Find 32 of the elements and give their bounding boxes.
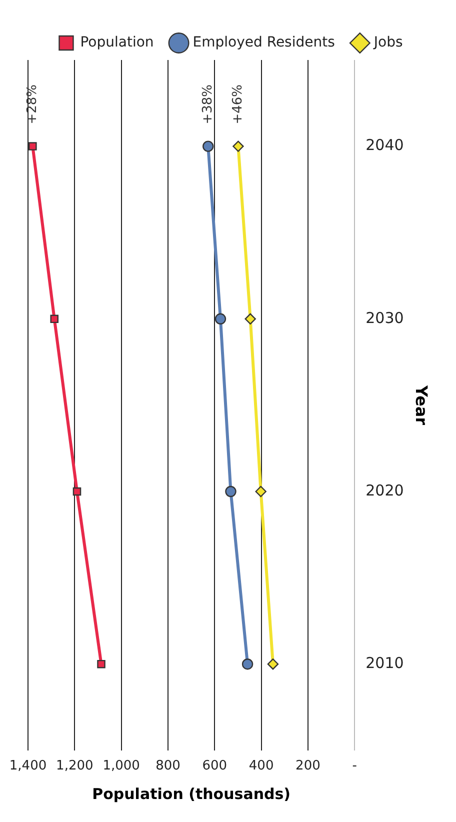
y-tick-label: 2020 <box>366 481 404 500</box>
annotation: +28% <box>25 84 40 124</box>
point <box>242 658 254 670</box>
point <box>50 314 58 324</box>
point <box>214 313 226 324</box>
x-tick-label: 1,200 <box>56 758 94 774</box>
legend-label: Population <box>80 34 154 51</box>
x-axis-title: Population (thousands) <box>92 784 291 803</box>
y-tick-label: 2040 <box>366 136 404 154</box>
x-tick-label: 800 <box>156 758 180 774</box>
y-tick-label: 2010 <box>366 654 404 672</box>
point <box>225 486 236 498</box>
x-tick-label: 1,000 <box>102 758 140 774</box>
annotation: +38% <box>200 84 216 124</box>
point <box>255 486 266 498</box>
x-tick-label: 400 <box>248 758 274 774</box>
x-tick-label: 600 <box>202 758 228 774</box>
y-tick-label: 2030 <box>366 308 404 327</box>
point <box>202 140 214 152</box>
x-tick-label: - <box>352 758 358 774</box>
point <box>97 660 106 668</box>
y-axis-title: Year <box>412 384 432 426</box>
x-tick-label: 200 <box>296 758 320 774</box>
point <box>232 140 244 152</box>
legend-label: Jobs <box>372 34 403 51</box>
legend-label: Employed Residents <box>192 34 335 51</box>
x-tick-label: 1,400 <box>9 758 47 774</box>
point <box>244 313 256 324</box>
point <box>28 142 37 150</box>
point <box>72 487 82 496</box>
point <box>267 658 279 670</box>
annotation: +46% <box>230 84 246 124</box>
